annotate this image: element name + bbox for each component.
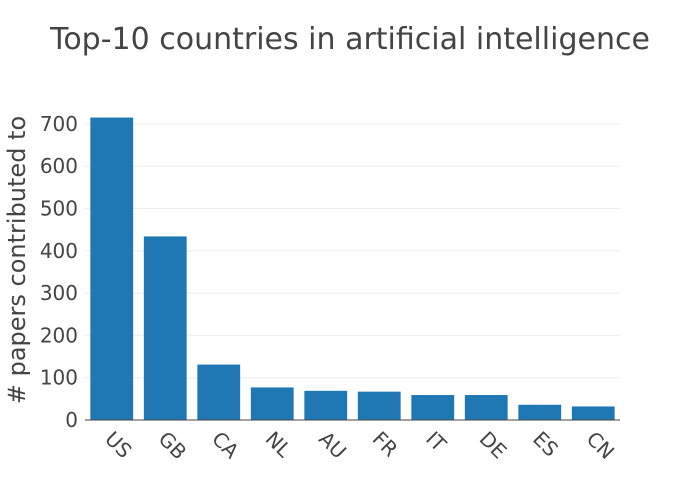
bar-de[interactable] — [464, 395, 508, 420]
bars — [90, 117, 615, 421]
y-tick-label: 200 — [40, 323, 78, 347]
bar-us[interactable] — [90, 117, 134, 421]
bar-gb[interactable] — [143, 236, 187, 420]
x-tick-label: CA — [207, 427, 244, 464]
x-tick-label: IT — [421, 427, 451, 457]
bar-es[interactable] — [518, 404, 562, 420]
y-tick-label: 400 — [40, 239, 78, 263]
bar-fr[interactable] — [357, 391, 401, 420]
x-tick-label: GB — [154, 427, 192, 465]
x-tick-label: CN — [582, 427, 619, 464]
bar-nl[interactable] — [250, 387, 294, 420]
x-tick-label: US — [100, 427, 136, 463]
x-tick-label: DE — [475, 427, 512, 464]
x-tick-label: AU — [314, 427, 351, 464]
bar-cn[interactable] — [571, 406, 615, 420]
bar-it[interactable] — [411, 395, 455, 420]
y-tick-label: 0 — [65, 408, 78, 432]
y-tick-label: 500 — [40, 197, 78, 221]
chart-title: Top-10 countries in artificial intellige… — [49, 22, 650, 57]
bar-ca[interactable] — [197, 364, 241, 420]
y-tick-label: 300 — [40, 281, 78, 305]
x-axis-ticks: US GB CA NL AU FR IT DE ES CN — [100, 427, 619, 465]
y-tick-label: 700 — [40, 112, 78, 136]
y-tick-label: 100 — [40, 366, 78, 390]
y-axis-ticks: 0 100 200 300 400 500 600 700 — [40, 112, 78, 432]
bar-au[interactable] — [304, 390, 348, 420]
x-tick-label: NL — [261, 427, 297, 463]
y-tick-label: 600 — [40, 154, 78, 178]
x-tick-label: ES — [528, 427, 563, 462]
x-tick-label: FR — [368, 427, 403, 462]
y-axis-title: # papers contributed to — [3, 116, 31, 404]
